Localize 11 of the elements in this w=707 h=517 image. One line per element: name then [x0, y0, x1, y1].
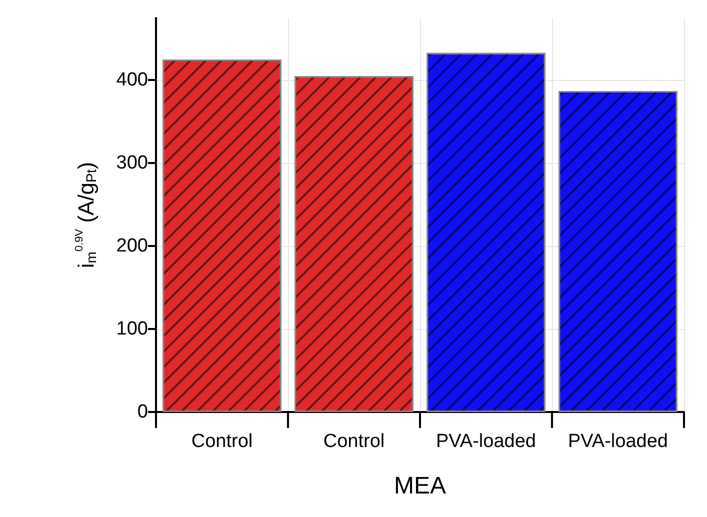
y-axis-title: im0.9V (A/gPt): [74, 162, 99, 268]
y-tick-label: 200: [116, 236, 148, 257]
y-tick-label: 100: [116, 318, 148, 340]
x-tick-label: PVA-loaded: [568, 431, 668, 452]
y-tick-label: 0: [137, 402, 148, 422]
y-tick-label: 300: [116, 152, 148, 174]
y-tick-label: 400: [116, 70, 148, 91]
x-tick-label: Control: [191, 431, 253, 452]
x-tick-label: PVA-loaded: [436, 431, 536, 452]
x-axis-title: MEA: [394, 472, 446, 500]
x-tick-label: Control: [323, 431, 385, 452]
